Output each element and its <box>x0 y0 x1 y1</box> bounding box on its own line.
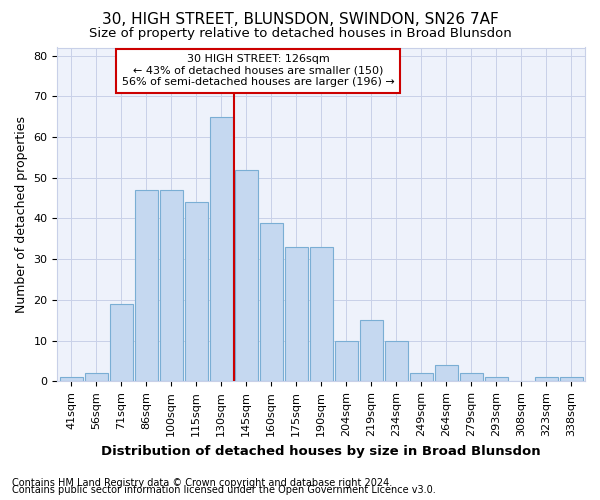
Text: Contains HM Land Registry data © Crown copyright and database right 2024.: Contains HM Land Registry data © Crown c… <box>12 478 392 488</box>
Bar <box>110 304 133 382</box>
Bar <box>335 340 358 382</box>
Bar <box>235 170 257 382</box>
Bar <box>560 377 583 382</box>
Bar <box>160 190 182 382</box>
Bar <box>460 373 483 382</box>
Y-axis label: Number of detached properties: Number of detached properties <box>15 116 28 313</box>
Text: 30, HIGH STREET, BLUNSDON, SWINDON, SN26 7AF: 30, HIGH STREET, BLUNSDON, SWINDON, SN26… <box>101 12 499 28</box>
Bar <box>410 373 433 382</box>
Bar <box>284 247 308 382</box>
Bar <box>535 377 558 382</box>
Text: 30 HIGH STREET: 126sqm
← 43% of detached houses are smaller (150)
56% of semi-de: 30 HIGH STREET: 126sqm ← 43% of detached… <box>122 54 394 88</box>
Bar <box>85 373 107 382</box>
Bar <box>310 247 333 382</box>
X-axis label: Distribution of detached houses by size in Broad Blunsdon: Distribution of detached houses by size … <box>101 444 541 458</box>
Bar <box>435 365 458 382</box>
Bar <box>260 222 283 382</box>
Bar <box>485 377 508 382</box>
Bar <box>185 202 208 382</box>
Bar <box>134 190 158 382</box>
Bar <box>209 116 233 382</box>
Text: Size of property relative to detached houses in Broad Blunsdon: Size of property relative to detached ho… <box>89 28 511 40</box>
Bar <box>59 377 83 382</box>
Text: Contains public sector information licensed under the Open Government Licence v3: Contains public sector information licen… <box>12 485 436 495</box>
Bar <box>385 340 408 382</box>
Bar <box>360 320 383 382</box>
